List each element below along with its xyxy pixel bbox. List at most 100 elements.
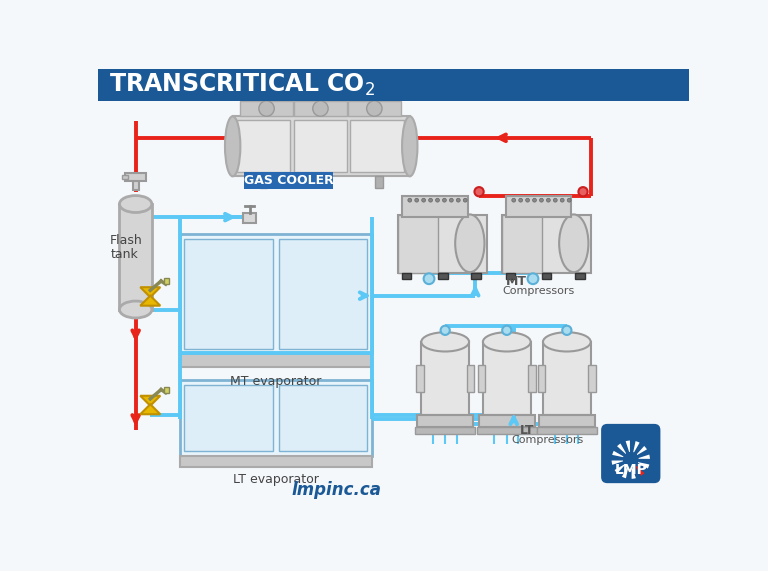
Circle shape: [422, 198, 425, 202]
Wedge shape: [621, 466, 629, 479]
Text: LT evaporator: LT evaporator: [233, 473, 319, 486]
Bar: [588, 365, 596, 392]
Circle shape: [568, 198, 571, 202]
Text: LMP: LMP: [614, 463, 647, 477]
Circle shape: [441, 325, 450, 335]
Bar: [506, 196, 571, 217]
Text: Compressors: Compressors: [511, 435, 584, 445]
Bar: [164, 278, 169, 284]
Polygon shape: [141, 396, 161, 406]
Bar: [543, 342, 591, 415]
Text: MT evaporator: MT evaporator: [230, 375, 322, 388]
Bar: [502, 215, 591, 272]
Bar: [180, 380, 372, 456]
Bar: [402, 272, 412, 279]
Circle shape: [435, 198, 439, 202]
Bar: [260, 176, 267, 188]
Circle shape: [475, 187, 484, 196]
Bar: [350, 120, 405, 172]
Wedge shape: [611, 450, 624, 459]
Bar: [402, 196, 468, 217]
Bar: [478, 365, 485, 392]
Bar: [164, 387, 169, 393]
Bar: [133, 178, 139, 190]
Text: lmpinc.ca: lmpinc.ca: [292, 481, 382, 500]
Bar: [467, 365, 475, 392]
Text: MT: MT: [506, 275, 527, 288]
Bar: [375, 176, 382, 188]
Bar: [528, 365, 536, 392]
Polygon shape: [141, 404, 161, 414]
Polygon shape: [141, 287, 161, 297]
Wedge shape: [635, 445, 648, 456]
Bar: [479, 415, 535, 427]
Circle shape: [442, 198, 446, 202]
Circle shape: [415, 198, 419, 202]
Circle shape: [449, 198, 453, 202]
Circle shape: [562, 325, 571, 335]
Ellipse shape: [455, 215, 485, 272]
Wedge shape: [637, 453, 650, 460]
Circle shape: [408, 198, 412, 202]
Circle shape: [554, 198, 558, 202]
Bar: [122, 175, 128, 179]
Bar: [125, 173, 147, 181]
Wedge shape: [631, 467, 637, 480]
Ellipse shape: [483, 332, 531, 352]
Ellipse shape: [543, 332, 591, 352]
Bar: [279, 239, 367, 349]
Bar: [506, 272, 515, 279]
Bar: [538, 365, 545, 392]
Ellipse shape: [402, 116, 418, 176]
Wedge shape: [632, 440, 641, 454]
Wedge shape: [614, 463, 626, 475]
Bar: [348, 101, 401, 116]
Ellipse shape: [225, 116, 240, 176]
Circle shape: [532, 198, 536, 202]
Circle shape: [525, 198, 529, 202]
Bar: [180, 456, 372, 467]
Bar: [98, 69, 690, 101]
Circle shape: [429, 198, 432, 202]
Circle shape: [424, 274, 435, 284]
Bar: [243, 214, 256, 223]
Bar: [180, 353, 372, 367]
Bar: [537, 427, 597, 435]
Circle shape: [528, 274, 538, 284]
Bar: [416, 365, 424, 392]
Bar: [542, 272, 551, 279]
Bar: [399, 215, 439, 272]
Text: Flash: Flash: [111, 234, 143, 247]
Circle shape: [313, 101, 328, 116]
Ellipse shape: [422, 332, 469, 352]
Wedge shape: [624, 440, 631, 453]
Ellipse shape: [120, 301, 152, 318]
Bar: [502, 215, 542, 272]
Bar: [184, 239, 273, 349]
Bar: [483, 342, 531, 415]
Circle shape: [578, 187, 588, 196]
Circle shape: [463, 198, 467, 202]
Bar: [477, 427, 537, 435]
Bar: [439, 272, 448, 279]
Bar: [184, 385, 273, 451]
Bar: [294, 101, 346, 116]
Bar: [539, 415, 594, 427]
Ellipse shape: [120, 196, 152, 212]
Wedge shape: [637, 461, 650, 470]
Bar: [293, 120, 347, 172]
Bar: [237, 120, 290, 172]
Bar: [399, 215, 487, 272]
Bar: [415, 427, 475, 435]
FancyBboxPatch shape: [601, 424, 660, 483]
Circle shape: [511, 198, 515, 202]
Circle shape: [456, 198, 460, 202]
Circle shape: [366, 101, 382, 116]
Bar: [120, 204, 152, 309]
Circle shape: [547, 198, 551, 202]
Circle shape: [259, 101, 274, 116]
Polygon shape: [141, 296, 161, 305]
Text: tank: tank: [111, 248, 138, 261]
Circle shape: [561, 198, 564, 202]
Wedge shape: [616, 443, 627, 455]
